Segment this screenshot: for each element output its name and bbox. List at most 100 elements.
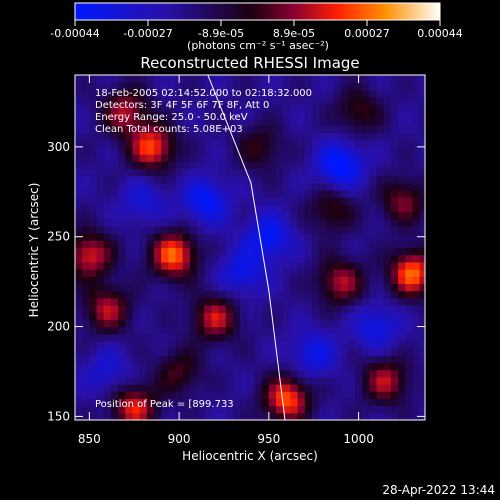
heatmap-cell xyxy=(290,333,299,342)
heatmap-cell xyxy=(161,204,169,213)
heatmap-cell xyxy=(89,362,98,371)
heatmap-cell xyxy=(204,326,213,335)
heatmap-cell xyxy=(268,384,277,392)
heatmap-cell xyxy=(146,412,155,420)
heatmap-cell xyxy=(240,362,248,371)
heatmap-cell xyxy=(146,75,155,83)
heatmap-cell xyxy=(268,254,277,263)
heatmap-cell xyxy=(139,319,148,328)
heatmap-cell xyxy=(82,182,90,191)
heatmap-cell xyxy=(189,326,198,335)
heatmap-cell xyxy=(110,290,119,299)
heatmap-cell xyxy=(103,233,112,241)
heatmap-cell xyxy=(125,103,134,112)
heatmap-cell xyxy=(405,182,414,191)
heatmap-cell xyxy=(304,326,313,335)
heatmap-cell xyxy=(254,218,263,227)
heatmap-cell xyxy=(355,261,363,270)
heatmap-cell xyxy=(376,384,385,392)
heatmap-cell xyxy=(197,154,205,162)
heatmap-cell xyxy=(319,240,327,249)
heatmap-cell xyxy=(146,161,155,170)
heatmap-cell xyxy=(376,362,385,371)
heatmap-cell xyxy=(319,333,327,342)
heatmap-cell xyxy=(419,168,425,177)
heatmap-cell xyxy=(340,161,349,170)
heatmap-cell xyxy=(218,297,227,306)
heatmap-cell xyxy=(110,197,119,205)
heatmap-cell xyxy=(261,161,270,170)
heatmap-cell xyxy=(283,384,291,392)
heatmap-cell xyxy=(82,312,90,320)
heatmap-cell xyxy=(247,348,256,356)
heatmap-cell xyxy=(218,96,227,105)
heatmap-cell xyxy=(297,276,306,285)
heatmap-cell xyxy=(276,110,284,119)
heatmap-cell xyxy=(139,391,148,400)
heatmap-cell xyxy=(139,211,148,220)
heatmap-cell xyxy=(161,161,169,170)
heatmap-cell xyxy=(304,247,313,256)
heatmap-cell xyxy=(340,132,349,141)
heatmap-cell xyxy=(398,190,406,198)
heatmap-cell xyxy=(204,240,213,249)
heatmap-cell xyxy=(398,398,406,407)
heatmap-cell xyxy=(319,211,327,220)
heatmap-cell xyxy=(161,240,169,249)
heatmap-cell xyxy=(204,96,213,105)
heatmap-cell xyxy=(304,348,313,356)
heatmap-cell xyxy=(182,233,191,241)
heatmap-cell xyxy=(153,290,162,299)
heatmap-cell xyxy=(333,197,342,205)
heatmap-cell xyxy=(297,362,306,371)
heatmap-cell xyxy=(304,75,313,83)
heatmap-cell xyxy=(168,369,177,378)
heatmap-cell xyxy=(96,240,105,249)
heatmap-cell xyxy=(225,197,234,205)
heatmap-cell xyxy=(168,355,177,364)
heatmap-cell xyxy=(383,297,392,306)
heatmap-cell xyxy=(240,391,248,400)
heatmap-cell xyxy=(110,398,119,407)
heatmap-cell xyxy=(247,233,256,241)
heatmap-cell xyxy=(132,333,141,342)
heatmap-cell xyxy=(311,125,320,134)
heatmap-cell xyxy=(419,405,425,414)
heatmap-cell xyxy=(232,254,241,263)
heatmap-cell xyxy=(355,154,363,162)
heatmap-cell xyxy=(398,218,406,227)
heatmap-cell xyxy=(89,218,98,227)
heatmap-cell xyxy=(326,297,335,306)
heatmap-cell xyxy=(261,233,270,241)
heatmap-cell xyxy=(96,340,105,349)
heatmap-cell xyxy=(189,168,198,177)
heatmap-cell xyxy=(412,146,421,155)
heatmap-cell xyxy=(247,305,256,313)
heatmap-cell xyxy=(311,154,320,162)
heatmap-cell xyxy=(125,240,134,249)
heatmap-cell xyxy=(405,269,414,277)
heatmap-cell xyxy=(254,247,263,256)
heatmap-cell xyxy=(311,369,320,378)
heatmap-cell xyxy=(383,161,392,170)
heatmap-cell xyxy=(254,348,263,356)
heatmap-cell xyxy=(132,146,141,155)
heatmap-cell xyxy=(319,190,327,198)
heatmap-cell xyxy=(96,283,105,292)
heatmap-cell xyxy=(419,384,425,392)
heatmap-cell xyxy=(268,369,277,378)
heatmap-cell xyxy=(139,355,148,364)
heatmap-cell xyxy=(204,348,213,356)
heatmap-cell xyxy=(340,146,349,155)
heatmap-cell xyxy=(125,297,134,306)
heatmap-cell xyxy=(225,89,234,98)
heatmap-cell xyxy=(197,233,205,241)
heatmap-cell xyxy=(204,305,213,313)
heatmap-cell xyxy=(89,261,98,270)
heatmap-cell xyxy=(369,175,378,184)
heatmap-cell xyxy=(412,182,421,191)
heatmap-cell xyxy=(304,305,313,313)
heatmap-cell xyxy=(405,233,414,241)
heatmap-cell xyxy=(118,297,126,306)
heatmap-cell xyxy=(197,369,205,378)
